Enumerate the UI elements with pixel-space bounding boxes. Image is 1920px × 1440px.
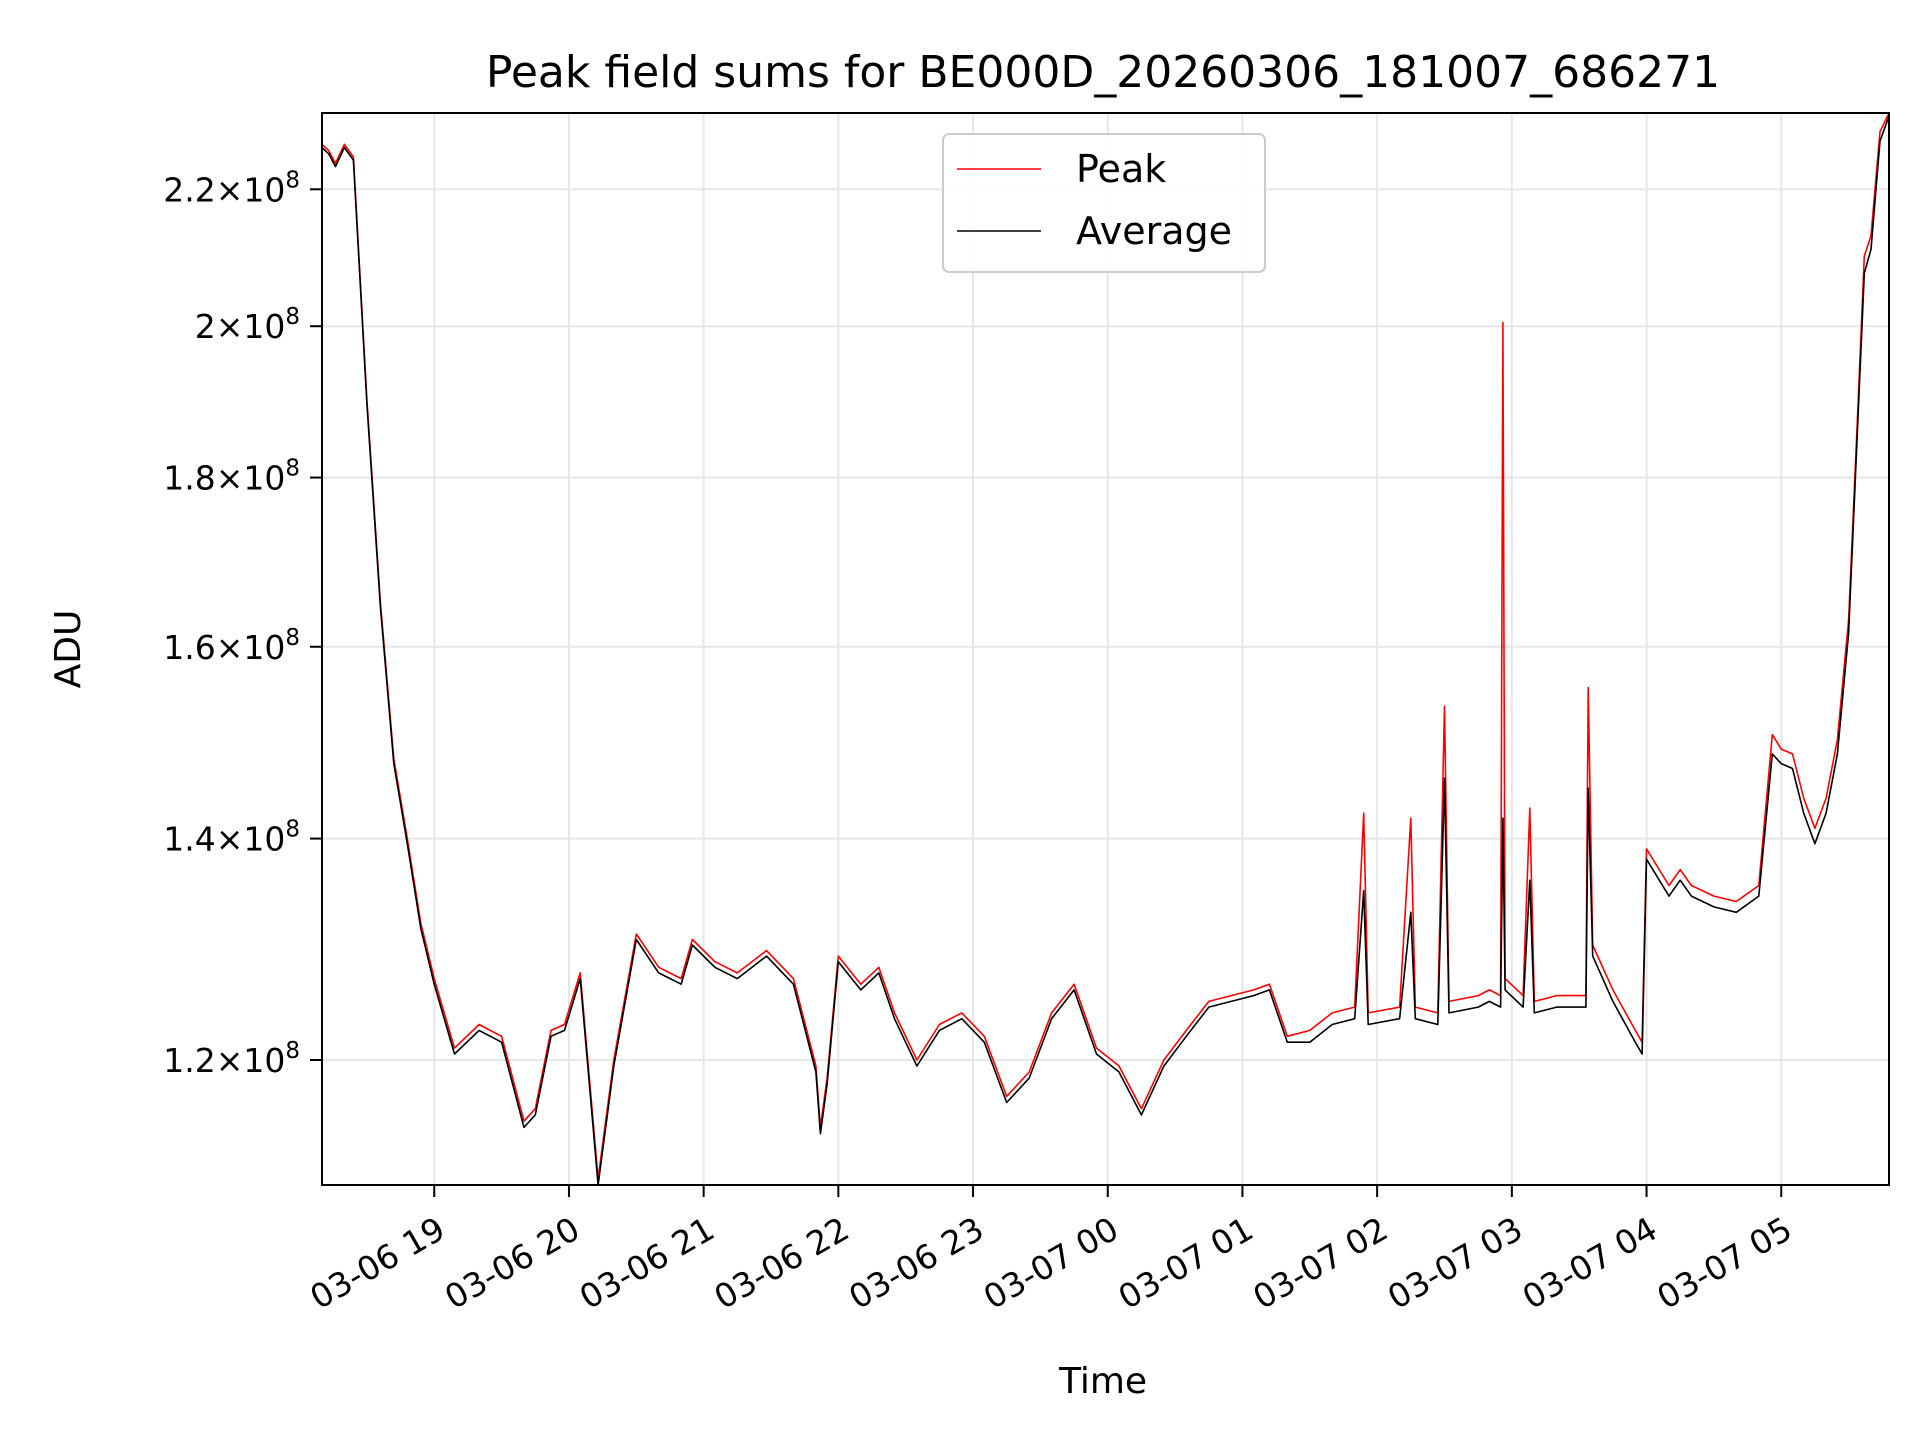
y-tick-mantissa: 1.2 bbox=[163, 1041, 215, 1080]
series-line-average bbox=[322, 115, 1889, 1185]
y-axis-label: ADU bbox=[48, 610, 89, 689]
y-tick-label: 1.4×108 bbox=[163, 817, 300, 859]
y-tick-exponent: 8 bbox=[285, 456, 300, 482]
y-tick-mantissa: 1.4 bbox=[163, 820, 215, 859]
y-tick-base: ×10 bbox=[216, 1041, 286, 1080]
y-tick-mantissa: 2 bbox=[195, 307, 216, 346]
legend: Peak Average bbox=[942, 133, 1266, 273]
y-tick-base: ×10 bbox=[216, 628, 286, 667]
y-tick-exponent: 8 bbox=[285, 625, 300, 651]
y-tick-base: ×10 bbox=[216, 307, 286, 346]
y-tick-mantissa: 1.6 bbox=[163, 628, 215, 667]
y-tick-exponent: 8 bbox=[285, 1038, 300, 1064]
y-tick-exponent: 8 bbox=[285, 817, 300, 843]
chart-title: Peak field sums for BE000D_20260306_1810… bbox=[486, 47, 1720, 98]
y-tick-base: ×10 bbox=[216, 459, 286, 498]
y-tick-exponent: 8 bbox=[285, 304, 300, 330]
y-tick-label: 1.2×108 bbox=[163, 1038, 300, 1080]
x-axis-label: Time bbox=[1058, 1361, 1147, 1402]
series-line-peak bbox=[322, 113, 1889, 1180]
y-tick-label: 1.8×108 bbox=[163, 456, 300, 498]
y-tick-label: 1.6×108 bbox=[163, 625, 300, 667]
y-tick-base: ×10 bbox=[216, 820, 286, 859]
y-tick-mantissa: 1.8 bbox=[163, 459, 215, 498]
series-layer bbox=[322, 113, 1889, 1185]
y-tick-exponent: 8 bbox=[285, 167, 300, 193]
grid-lines bbox=[322, 113, 1889, 1185]
plot-frame bbox=[321, 112, 1890, 1186]
y-tick-mantissa: 2.2 bbox=[163, 170, 215, 209]
y-tick-label: 2×108 bbox=[195, 304, 300, 346]
legend-label-average: Average bbox=[1076, 209, 1232, 253]
y-tick-label: 2.2×108 bbox=[163, 167, 300, 209]
legend-label-peak: Peak bbox=[1076, 147, 1166, 191]
y-tick-base: ×10 bbox=[216, 170, 286, 209]
